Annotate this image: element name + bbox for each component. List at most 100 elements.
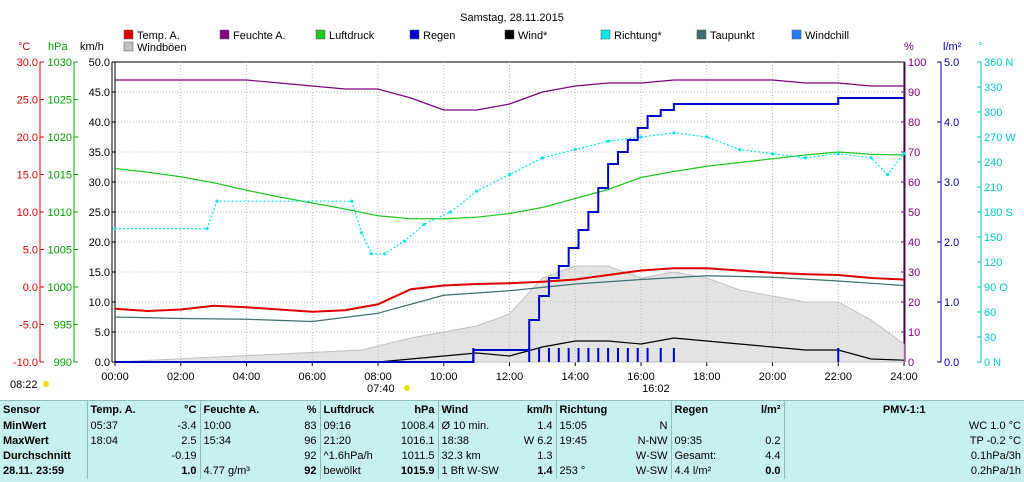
- table-cell: WC 1.0 °C: [784, 419, 1024, 434]
- rain_lm2-tick-label: 4.0: [944, 117, 959, 129]
- table-cell: bewölkt: [320, 464, 392, 479]
- wind_kmh-tick-label: 10.0: [89, 297, 110, 309]
- legend-label: Temp. A.: [137, 30, 180, 42]
- wind_kmh-tick-label: 35.0: [89, 147, 110, 159]
- table-header-cell: Richtung: [556, 401, 626, 419]
- rain-event-bar: [837, 348, 839, 362]
- x-tick-label: 00:00: [101, 371, 129, 383]
- table-cell: -3.4: [147, 419, 200, 434]
- pressure_hpa-tick-label: 1020: [48, 132, 72, 144]
- table-cell: 1.3: [508, 449, 556, 464]
- rain-event-bar: [637, 348, 639, 362]
- table-cell: 10:00: [200, 419, 265, 434]
- temp_c-tick-label: 20.0: [17, 132, 38, 144]
- table-cell: 18:38: [438, 434, 508, 449]
- table-cell: [87, 449, 147, 464]
- wind_kmh-tick-label: 40.0: [89, 117, 110, 129]
- direction_deg-tick-label: 270 W: [984, 132, 1016, 144]
- table-cell: 253 °: [556, 464, 626, 479]
- richtung-point: [902, 152, 905, 155]
- table-header-cell: hPa: [392, 401, 438, 419]
- table-header-cell: Luftdruck: [320, 401, 392, 419]
- table-cell: 32.3 km: [438, 449, 508, 464]
- table-header-cell: Sensor: [0, 401, 87, 419]
- temp_c-tick-label: 25.0: [17, 95, 38, 107]
- table-cell: 2.5: [147, 434, 200, 449]
- x-tick-label: 20:00: [759, 371, 787, 383]
- deg-unit-label: °: [978, 41, 982, 53]
- humidity_pct-tick-label: 20: [908, 297, 920, 309]
- sun-icon: [404, 385, 410, 391]
- rain-event-bar: [528, 348, 530, 362]
- direction_deg-tick-label: 330: [984, 82, 1002, 94]
- wind_kmh-tick-label: 15.0: [89, 267, 110, 279]
- x-tick-label: 12:00: [496, 371, 524, 383]
- pressure_hpa-tick-label: 990: [54, 357, 72, 369]
- table-header-cell: Regen: [671, 401, 739, 419]
- rain_lm2-tick-label: 0.0: [944, 357, 959, 369]
- weather-chart: Samstag, 28.11.2015 Temp. A.Feuchte A.Lu…: [0, 0, 1024, 400]
- humidity_pct-tick-label: 70: [908, 147, 920, 159]
- table-cell: W-SW: [626, 449, 671, 464]
- legend-label: Windböen: [137, 42, 187, 54]
- pressure_hpa-tick-label: 1015: [48, 170, 72, 182]
- table-cell: 09:35: [671, 434, 739, 449]
- direction_deg-tick-label: 30: [984, 332, 996, 344]
- table-cell: 1015.9: [392, 464, 438, 479]
- legend-label: Richtung*: [614, 30, 662, 42]
- table-cell: [556, 449, 626, 464]
- table-cell: W-SW: [626, 464, 671, 479]
- temp_c-tick-label: 0.0: [23, 282, 38, 294]
- temp_c-tick-label: -10.0: [13, 357, 38, 369]
- humidity_pct-tick-label: 90: [908, 87, 920, 99]
- legend-swatch: [410, 30, 419, 39]
- row-label: 28.11. 23:59: [0, 464, 87, 479]
- table-cell: 0.1hPa/3h: [784, 449, 1024, 464]
- rain_lm2-tick-label: 5.0: [944, 57, 959, 69]
- rain-event-bar: [607, 348, 609, 362]
- row-label: MaxWert: [0, 434, 87, 449]
- table-header-cell: Temp. A.: [87, 401, 147, 419]
- rain-event-bar: [538, 348, 540, 362]
- marker-other: 07:40: [367, 383, 395, 395]
- table-cell: 21:20: [320, 434, 392, 449]
- table-cell: 0.2: [739, 434, 784, 449]
- table-cell: 4.4 l/m²: [671, 464, 739, 479]
- pressure_hpa-tick-label: 1000: [48, 282, 72, 294]
- pressure_hpa-tick-label: 995: [54, 320, 72, 332]
- row-label: MinWert: [0, 419, 87, 434]
- hpa-unit-label: hPa: [48, 41, 68, 53]
- rain-event-bar: [647, 348, 649, 362]
- direction_deg-tick-label: 240: [984, 157, 1002, 169]
- table-cell: 1.0: [147, 464, 200, 479]
- table-cell: 18:04: [87, 434, 147, 449]
- rain_lm2-tick-label: 1.0: [944, 297, 959, 309]
- humidity_pct-tick-label: 80: [908, 117, 920, 129]
- table-cell: N-NW: [626, 434, 671, 449]
- rain-event-bar: [472, 348, 474, 362]
- temp-unit-label: °C: [18, 41, 30, 53]
- x-tick-label: 08:00: [364, 371, 392, 383]
- table-cell: 1.4: [508, 419, 556, 434]
- sun-icon: [43, 381, 49, 387]
- humidity_pct-tick-label: 30: [908, 267, 920, 279]
- table-header-cell: °C: [147, 401, 200, 419]
- marker-sunset: 16:02: [642, 383, 670, 395]
- rain_lm2-tick-label: 3.0: [944, 177, 959, 189]
- legend-label: Taupunkt: [710, 30, 755, 42]
- legend-swatch: [505, 30, 514, 39]
- table-cell: 1 Bft W-SW: [438, 464, 508, 479]
- direction_deg-tick-label: 180 S: [984, 207, 1013, 219]
- table-cell: N: [626, 419, 671, 434]
- pressure_hpa-tick-label: 1030: [48, 57, 72, 69]
- x-tick-label: 02:00: [167, 371, 195, 383]
- table-cell: TP -0.2 °C: [784, 434, 1024, 449]
- table-header-cell: Wind: [438, 401, 508, 419]
- table-header-cell: %: [265, 401, 320, 419]
- lm2-unit-label: l/m²: [943, 41, 962, 53]
- direction_deg-tick-label: 150: [984, 232, 1002, 244]
